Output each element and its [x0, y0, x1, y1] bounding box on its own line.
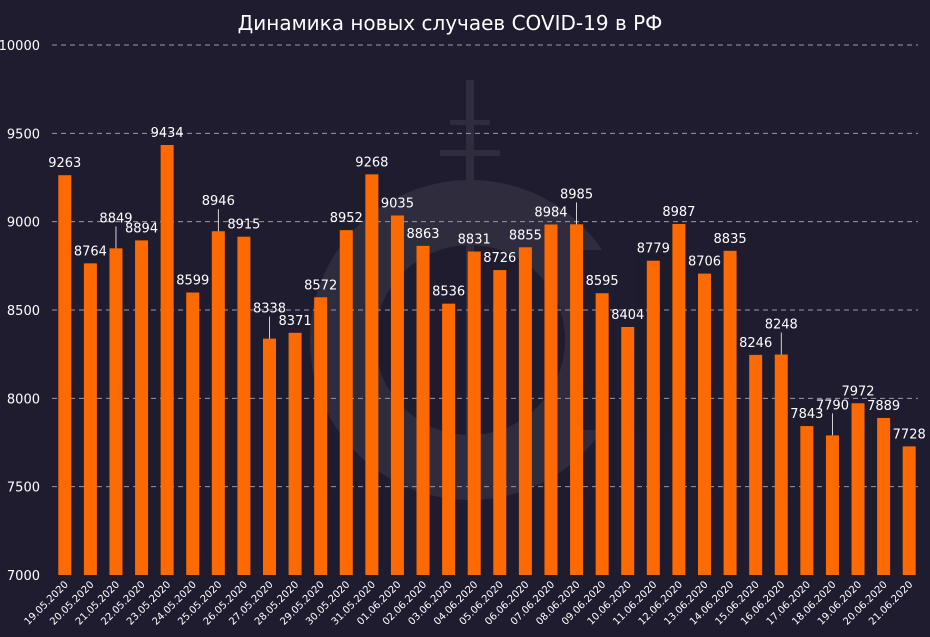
bar — [672, 223, 686, 576]
data-label: 8595 — [586, 274, 619, 289]
y-tick-label: 10000 — [0, 39, 40, 54]
data-label: 8248 — [765, 318, 798, 333]
data-label: 8987 — [662, 205, 695, 220]
data-label: 8246 — [739, 336, 772, 351]
bar — [467, 251, 481, 576]
bar — [544, 224, 558, 575]
bar — [211, 231, 225, 575]
x-axis: 19.05.202020.05.202021.05.202022.05.2020… — [23, 579, 916, 627]
bar — [646, 260, 660, 575]
bar — [83, 263, 97, 575]
bar — [825, 435, 839, 575]
data-label: 8706 — [688, 255, 721, 270]
bar — [493, 270, 507, 575]
chart-title: Динамика новых случаев COVID-19 в РФ — [238, 11, 663, 35]
data-label: 8894 — [125, 221, 158, 236]
data-label: 8764 — [74, 244, 107, 259]
watermark-logo — [310, 80, 670, 500]
bar — [288, 332, 302, 575]
bar — [442, 303, 456, 575]
y-tick-label: 8000 — [7, 392, 40, 407]
data-label: 8599 — [176, 274, 209, 289]
data-label: 8849 — [99, 211, 132, 226]
bar — [237, 236, 251, 575]
bar — [135, 240, 149, 576]
bar — [774, 354, 788, 575]
data-label: 8371 — [279, 314, 312, 329]
data-label: 8952 — [330, 211, 363, 226]
y-tick-label: 8500 — [7, 304, 40, 319]
data-label: 8946 — [202, 194, 235, 209]
bar — [263, 338, 276, 575]
y-tick-label: 9000 — [7, 216, 40, 231]
bar — [570, 224, 584, 576]
data-label: 8338 — [253, 302, 286, 317]
bar — [390, 215, 404, 575]
bar — [314, 297, 328, 575]
data-label: 8572 — [304, 278, 337, 293]
bar — [365, 174, 379, 575]
y-tick-label: 7500 — [7, 481, 40, 496]
data-label: 8779 — [637, 242, 670, 257]
data-label: 8726 — [483, 251, 516, 266]
data-label: 8831 — [458, 233, 491, 248]
data-label: 9434 — [151, 126, 184, 141]
y-tick-label: 7000 — [7, 569, 40, 584]
data-label: 7889 — [867, 399, 900, 414]
bar — [339, 230, 353, 575]
data-label: 7972 — [841, 384, 874, 399]
data-label: 9263 — [48, 156, 81, 171]
bar — [518, 247, 532, 576]
bar — [698, 273, 711, 575]
bar — [595, 293, 609, 575]
bar — [58, 175, 72, 575]
data-label: 8985 — [560, 187, 593, 202]
data-label: 7790 — [816, 398, 849, 413]
data-label: 8863 — [406, 227, 439, 242]
bar — [902, 446, 916, 575]
data-label: 9268 — [355, 155, 388, 170]
bar — [723, 250, 737, 576]
data-label: 8404 — [611, 308, 644, 323]
bar — [877, 417, 891, 575]
bar — [186, 292, 200, 575]
data-label: 7728 — [893, 427, 926, 442]
bar — [621, 326, 635, 575]
y-axis: 7000 7500 8000 8500 9000 9500 10000 — [0, 39, 40, 584]
data-label: 8984 — [534, 205, 567, 220]
y-tick-label: 9500 — [7, 127, 40, 142]
bar — [749, 354, 763, 575]
bar — [416, 245, 430, 575]
data-label: 7843 — [790, 407, 823, 422]
data-label: 8915 — [227, 218, 260, 233]
bars — [58, 144, 916, 576]
bar — [800, 426, 814, 575]
bar — [160, 144, 174, 575]
bar — [109, 248, 123, 576]
data-label: 8855 — [509, 228, 542, 243]
data-label: 8835 — [714, 232, 747, 247]
data-label: 8536 — [432, 285, 465, 300]
data-label: 9035 — [381, 196, 414, 211]
bar — [851, 403, 865, 575]
